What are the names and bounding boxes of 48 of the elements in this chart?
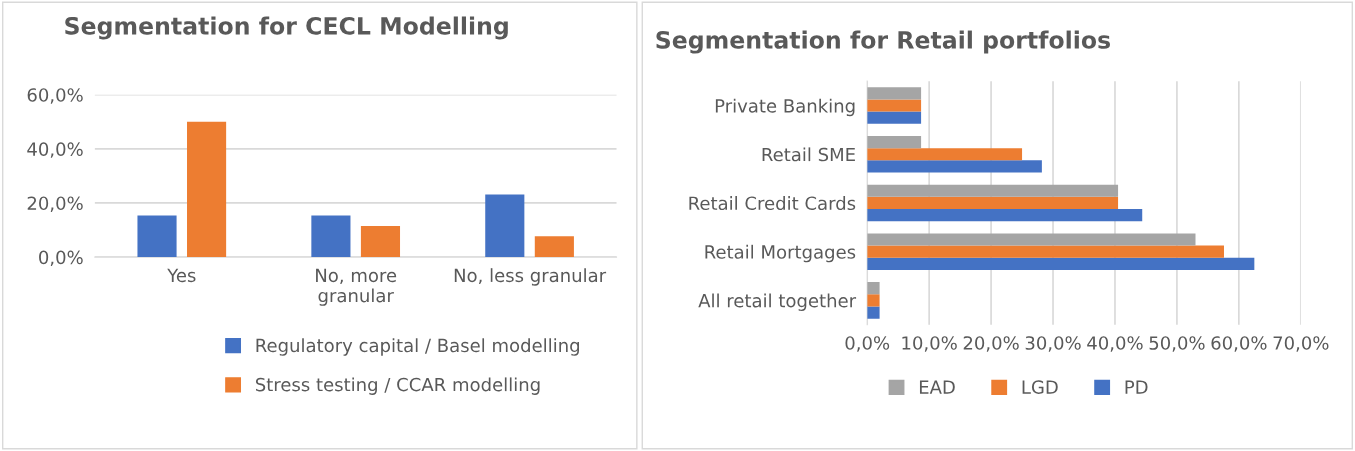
y-tick-label: 20,0% <box>27 196 83 212</box>
bar <box>867 160 1042 173</box>
bar <box>867 233 1196 246</box>
bar <box>867 148 1023 161</box>
y-tick-label: 40,0% <box>27 142 83 158</box>
legend-label: PD <box>1125 380 1148 394</box>
legend-label: LGD <box>1022 380 1058 394</box>
bar <box>360 225 401 258</box>
y-tick-label: Retail Credit Cards <box>689 196 856 211</box>
bar <box>867 257 1255 270</box>
x-tick-label: 40,0% <box>1087 336 1143 352</box>
y-tick-label: 60,0% <box>27 88 83 104</box>
x-tick-label: No, less granular <box>454 268 607 286</box>
legend-label: EAD <box>919 380 955 394</box>
x-tick-label: 0,0% <box>845 336 890 352</box>
bar <box>867 209 1143 222</box>
bar <box>867 294 880 307</box>
chart-title: Segmentation for Retail portfolios <box>656 30 1110 54</box>
bar <box>867 135 922 149</box>
y-tick-label: Private Banking <box>715 98 855 117</box>
x-tick-label: 50,0% <box>1149 336 1205 352</box>
bar <box>867 87 922 100</box>
x-tick-label: 10,0% <box>902 336 957 352</box>
x-tick-label: 60,0% <box>1211 336 1267 352</box>
bar <box>187 121 227 258</box>
bar <box>485 194 525 258</box>
y-tick-label: All retail together <box>698 293 857 311</box>
bar <box>867 184 1119 197</box>
x-tick-label: 70,0% <box>1273 336 1329 352</box>
bar <box>867 99 922 112</box>
bar <box>867 282 880 295</box>
bar <box>311 215 351 258</box>
bar <box>867 196 1119 210</box>
x-tick-label: No, more granular <box>316 268 397 306</box>
y-tick-label: Retail Mortgages <box>705 244 856 263</box>
x-tick-label: Yes <box>167 268 196 283</box>
bar <box>867 111 922 124</box>
chart-title: Segmentation for CECL Modelling <box>65 16 508 40</box>
y-tick-label: Retail SME <box>762 147 855 162</box>
legend-label: Regulatory capital / Basel modelling <box>256 338 579 356</box>
bar <box>867 245 1224 258</box>
x-tick-label: 30,0% <box>1025 336 1081 352</box>
bar <box>137 215 177 258</box>
y-tick-label: 0,0% <box>39 250 83 267</box>
bar <box>867 306 880 319</box>
x-tick-label: 20,0% <box>963 336 1019 352</box>
bar <box>534 236 574 258</box>
legend-label: Stress testing / CCAR modelling <box>255 377 540 395</box>
